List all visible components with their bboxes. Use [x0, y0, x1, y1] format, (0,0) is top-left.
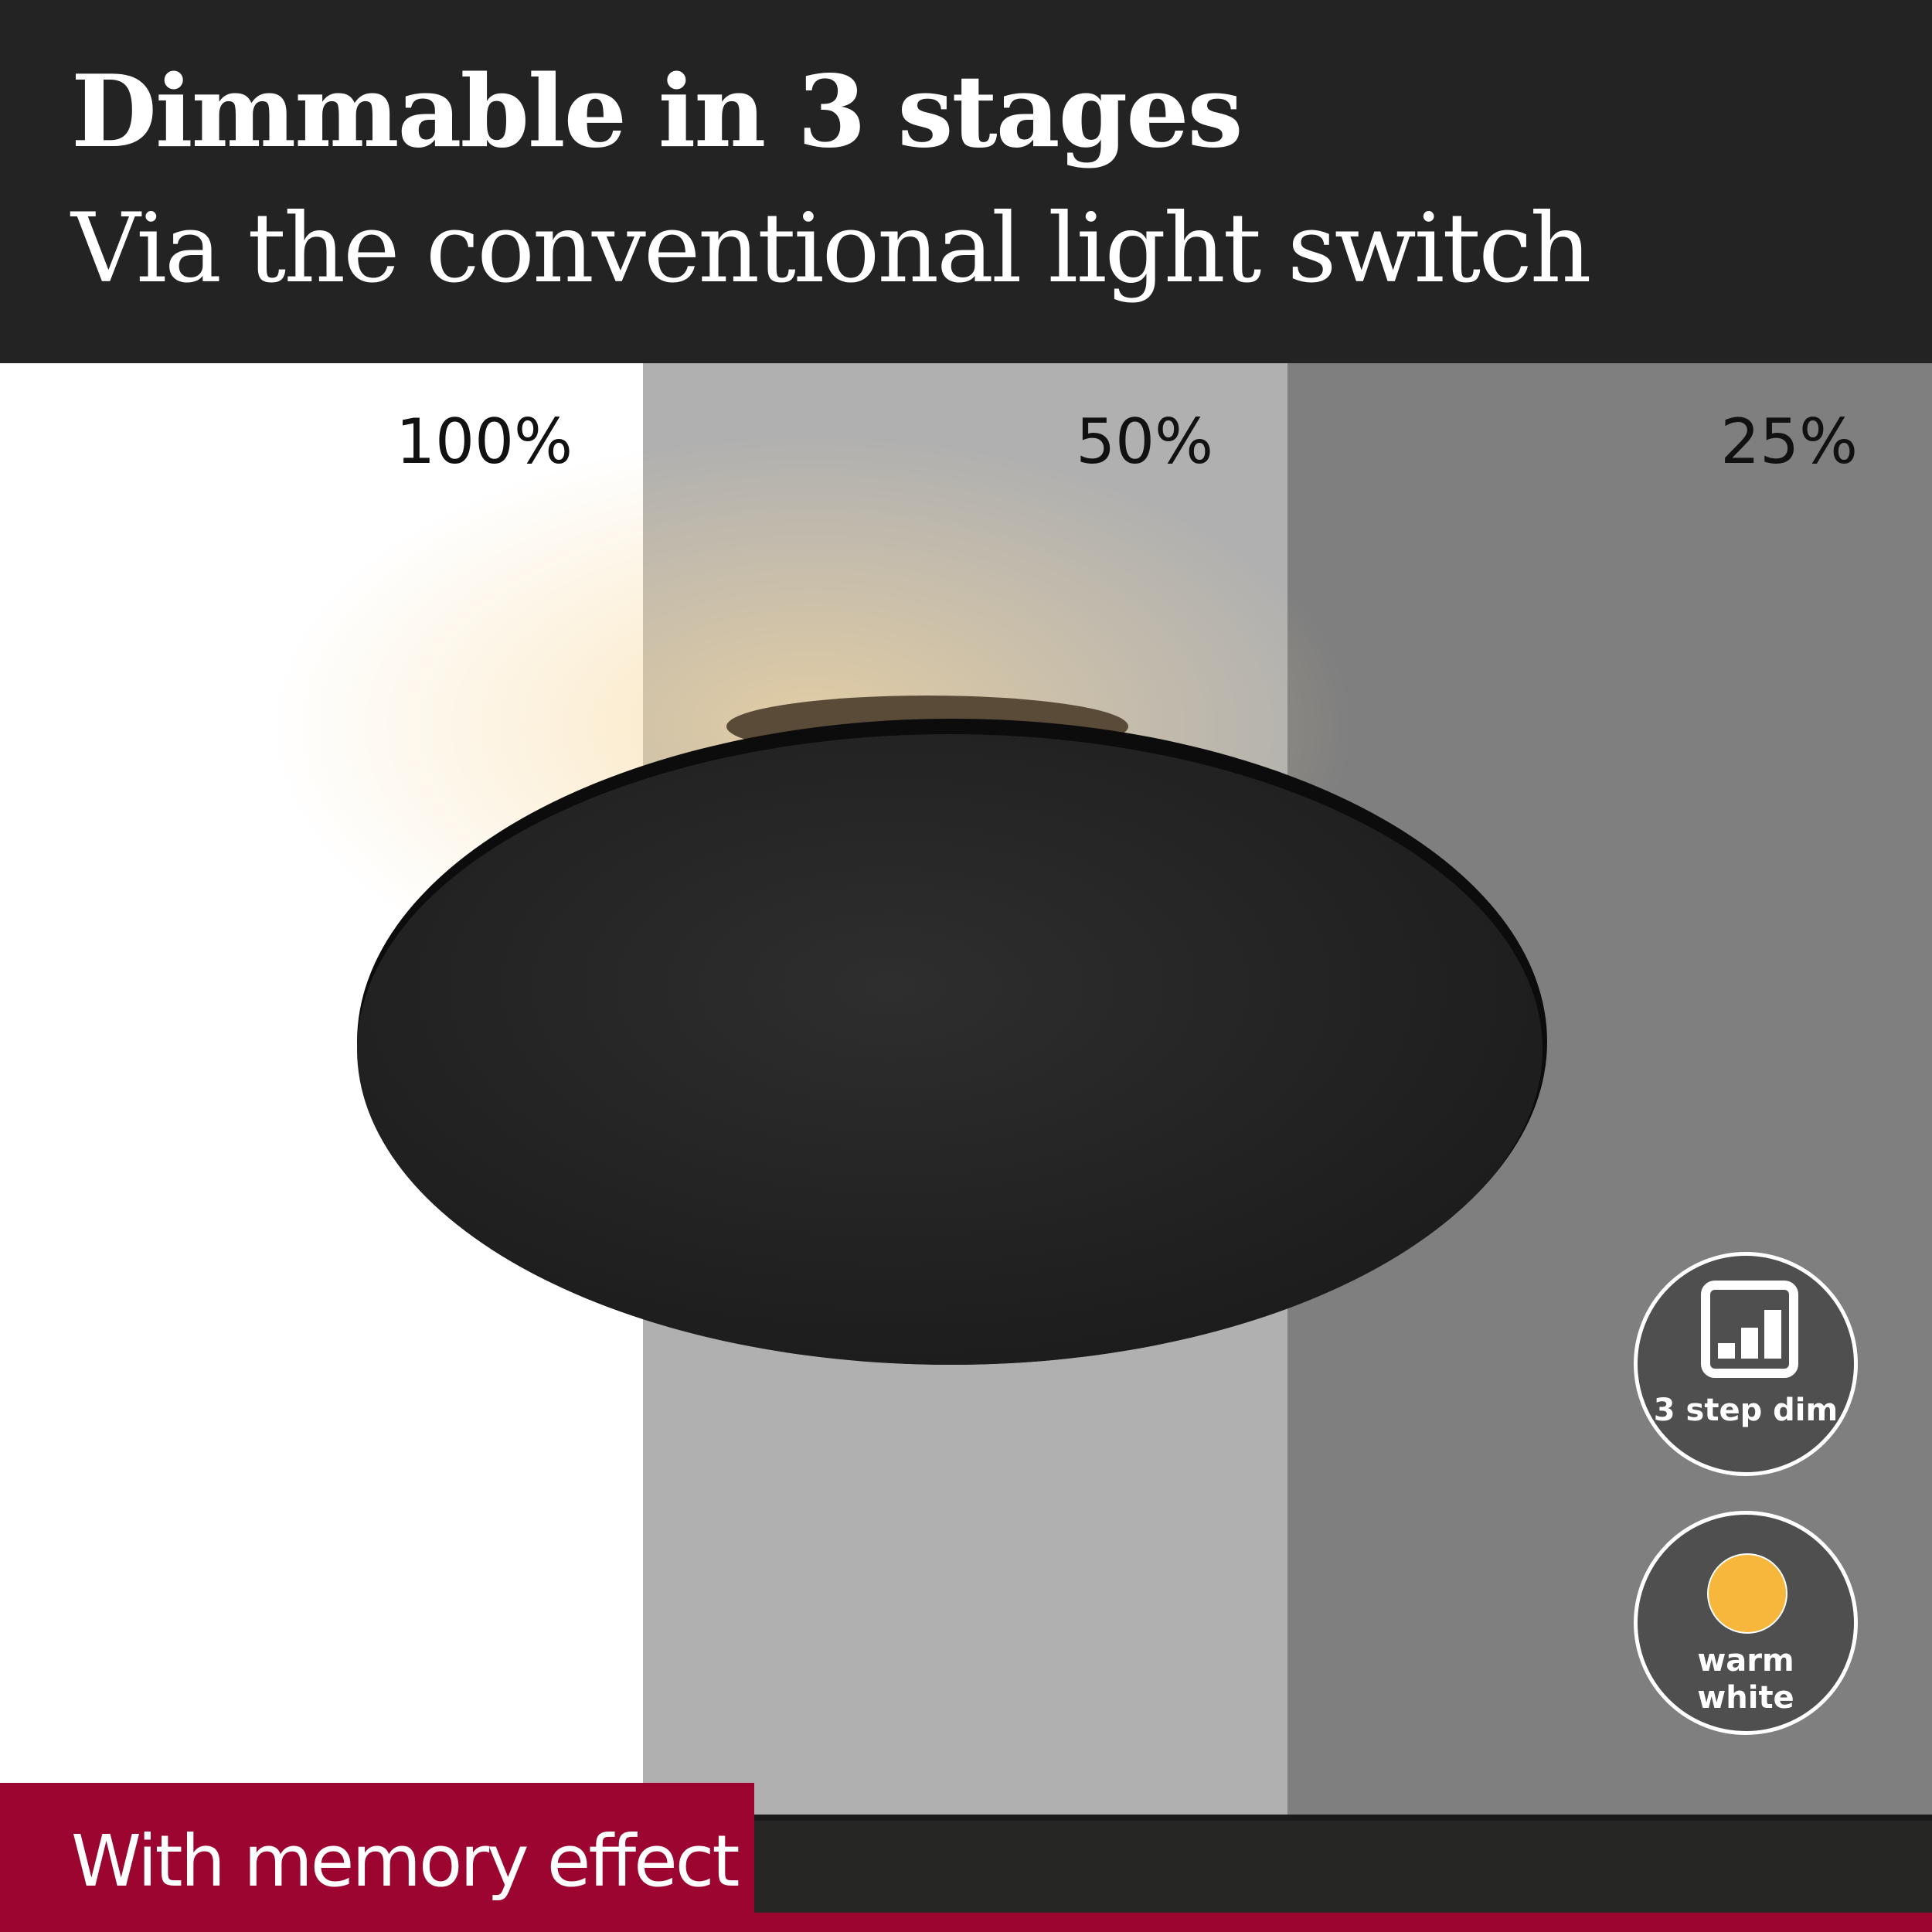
three-step-dim-label: 3 step dim: [1653, 1393, 1838, 1428]
bottom-bar: [754, 1815, 1932, 1913]
warm-label: warm: [1697, 1643, 1794, 1679]
signal-bars-icon: [1701, 1281, 1798, 1378]
header-banner: [0, 0, 1932, 363]
memory-effect-banner: [0, 1783, 754, 1932]
page-subtitle: Via the conventional light switch: [71, 193, 1591, 304]
warm-white-badge: warm white: [1634, 1511, 1858, 1735]
white-label: white: [1697, 1680, 1794, 1716]
lamp-felt-shade: [357, 734, 1543, 1365]
warm-light-dot-icon: [1707, 1553, 1787, 1634]
stage-label-25: 25%: [1720, 406, 1858, 478]
page-title: Dimmable in 3 stages: [71, 54, 1243, 170]
memory-effect-label: With memory effect: [71, 1820, 740, 1903]
lamp-image: [270, 433, 1547, 1365]
stage-label-50: 50%: [1076, 406, 1213, 478]
three-step-dim-badge: 3 step dim: [1634, 1252, 1858, 1476]
stage-label-100: 100%: [396, 406, 573, 478]
